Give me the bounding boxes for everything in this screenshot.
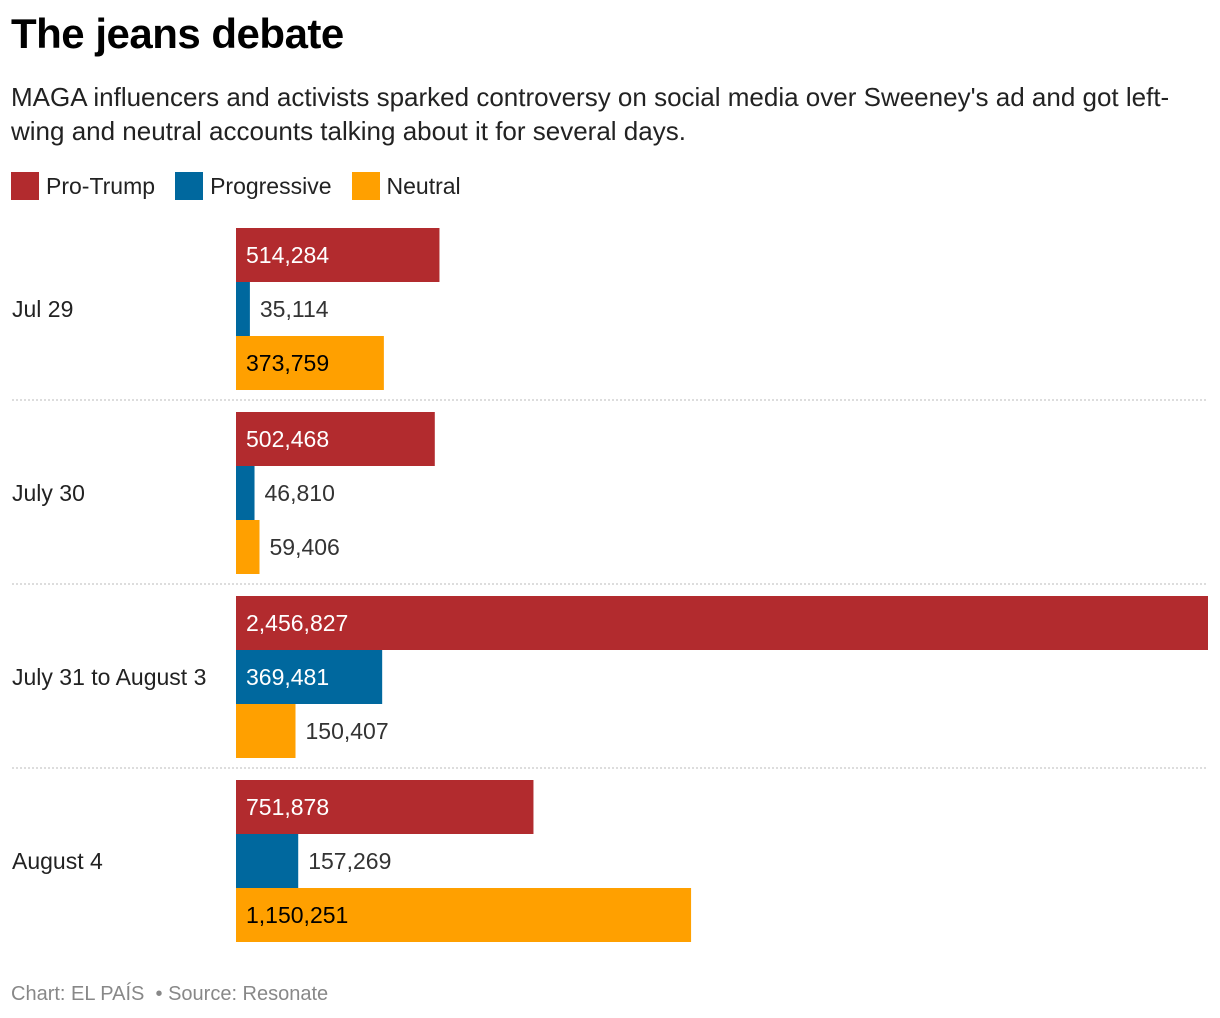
data-label: 502,468 xyxy=(246,426,329,452)
chart-title: The jeans debate xyxy=(11,10,344,57)
chart-credit: Chart: EL PAÍS xyxy=(11,983,145,1005)
data-label: 2,456,827 xyxy=(246,610,348,636)
data-label: 1,150,251 xyxy=(246,902,348,928)
legend-item-progressive: Progressive xyxy=(175,172,332,200)
bar-progressive xyxy=(236,282,250,336)
bar-progressive xyxy=(236,466,255,520)
bar-neutral xyxy=(236,336,384,390)
data-label: 157,269 xyxy=(308,848,391,874)
legend-swatch xyxy=(11,172,39,200)
legend-label: Neutral xyxy=(386,172,461,199)
bar-pro-trump xyxy=(236,228,440,282)
footer: Chart: EL PAÍS • Source: Resonate xyxy=(11,983,328,1006)
legend-item-neutral: Neutral xyxy=(351,172,461,200)
legend-item-pro-trump: Pro-Trump xyxy=(11,172,155,200)
bar-pro-trump xyxy=(236,596,1208,650)
bar-neutral xyxy=(236,520,260,574)
bar-chart: Jul 29 514,284 35,114 373,759 July 30 502,468… xyxy=(12,228,1208,942)
legend: Pro-Trump Progressive Neutral xyxy=(11,172,461,200)
data-label: 751,878 xyxy=(246,794,329,820)
legend-swatch xyxy=(351,172,380,200)
data-label: 59,406 xyxy=(270,534,340,560)
data-label: 369,481 xyxy=(246,664,329,690)
bar-progressive xyxy=(236,650,383,704)
bar-neutral xyxy=(236,704,296,758)
bar-neutral xyxy=(236,888,692,942)
data-label: 373,759 xyxy=(246,350,329,376)
legend-swatch xyxy=(175,172,204,200)
legend-label: Pro-Trump xyxy=(46,172,156,199)
legend-label: Progressive xyxy=(210,172,332,199)
category-label: July 31 to August 3 xyxy=(12,664,206,690)
category-label: Jul 29 xyxy=(12,296,73,322)
chart-source: • Source: Resonate xyxy=(155,983,329,1005)
category-label: August 4 xyxy=(12,848,103,874)
data-label: 514,284 xyxy=(246,242,329,268)
data-label: 150,407 xyxy=(306,718,389,744)
chart-subtitle: MAGA influencers and activists sparked c… xyxy=(11,82,1170,146)
data-label: 46,810 xyxy=(265,480,335,506)
data-label: 35,114 xyxy=(260,296,329,322)
bar-progressive xyxy=(236,834,299,888)
category-label: July 30 xyxy=(12,480,85,506)
bar-pro-trump xyxy=(236,412,435,466)
bar-pro-trump xyxy=(236,780,534,834)
